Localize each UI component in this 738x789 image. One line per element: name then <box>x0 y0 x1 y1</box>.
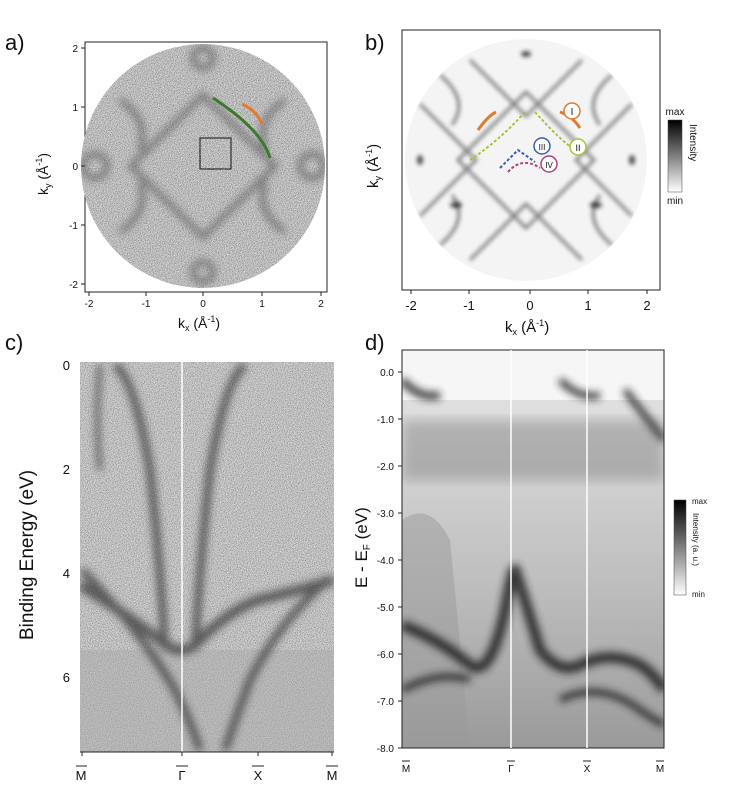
a-ytick-0: 2 <box>72 44 78 55</box>
panel-d-plot: 0.0 -1.0 -2.0 -3.0 -4.0 -5.0 -6.0 -7.0 -… <box>352 349 707 775</box>
marker-III: III <box>533 137 551 155</box>
c-ytick-3: 6 <box>63 670 70 685</box>
b-xtick-0: -2 <box>405 298 417 313</box>
d-ylabel: E - EF (eV) <box>352 507 373 588</box>
b-xtick-1: -1 <box>463 298 475 313</box>
svg-text:II: II <box>575 143 580 153</box>
b-xtick-3: 1 <box>584 298 591 313</box>
d-ytick-5: -5.0 <box>377 603 395 614</box>
c-ylabel: Binding Energy (eV) <box>17 470 38 640</box>
a-ytick-4: -2 <box>69 280 78 291</box>
d-xtick-2: X <box>584 764 591 775</box>
d-ytick-2: -2.0 <box>377 462 395 473</box>
d-colorbar-max: max <box>692 497 707 506</box>
svg-text:I: I <box>571 107 574 118</box>
b-colorbar-label: Intensity <box>687 124 698 161</box>
svg-text:IV: IV <box>545 161 553 170</box>
marker-I: I <box>563 102 581 120</box>
b-orange-contour <box>476 110 497 131</box>
svg-text:III: III <box>539 143 546 152</box>
c-ytick-0: 0 <box>63 358 70 373</box>
panel-c-band-map <box>80 362 334 752</box>
orange-contour-curve <box>241 102 264 125</box>
d-colorbar-label: Intensity (a. u.) <box>691 513 700 566</box>
c-ytick-2: 4 <box>63 566 70 581</box>
b-lime-dashed-left <box>469 111 526 161</box>
b-xtick-2: 0 <box>526 298 533 313</box>
a-xtick-1: -1 <box>142 299 151 310</box>
a-ytick-3: -1 <box>69 221 78 232</box>
b-xtick-4: 2 <box>643 298 650 313</box>
a-xtick-2: 0 <box>200 299 206 310</box>
a-xtick-0: -2 <box>85 299 94 310</box>
b-colorbar-min: min <box>667 196 683 207</box>
d-ytick-8: -8.0 <box>377 744 395 755</box>
d-colorbar-min: min <box>692 590 705 599</box>
panel-a-fermi-map <box>81 44 325 288</box>
c-xtick-1: Γ <box>178 768 185 783</box>
c-xtick-0: M <box>76 768 87 783</box>
b-blue-dashed <box>499 148 536 169</box>
d-ytick-6: -6.0 <box>377 650 395 661</box>
d-ytick-7: -7.0 <box>377 697 395 708</box>
c-xtick-3: M <box>327 768 338 783</box>
b-colorbar-max: max <box>666 107 685 118</box>
panel-b-fermi-map <box>405 39 647 281</box>
marker-II: II <box>569 138 587 156</box>
b-xlabel: kx (Å-1) <box>505 318 549 337</box>
a-ytick-1: 1 <box>72 103 78 114</box>
d-xtick-0: M <box>402 764 410 775</box>
a-xlabel: kx (Å-1) <box>178 314 220 333</box>
a-xtick-4: 2 <box>318 299 324 310</box>
panel-d-band-map <box>402 350 664 748</box>
d-ytick-0: 0.0 <box>380 368 394 379</box>
marker-IV: IV <box>540 155 558 173</box>
d-ytick-1: -1.0 <box>377 415 395 426</box>
b-magenta-dashed <box>507 161 541 173</box>
panel-b-frame <box>401 29 661 291</box>
d-colorbar: max min Intensity (a. u.) <box>673 497 707 599</box>
panel-d-frame <box>401 349 665 749</box>
a-ylabel: ky (Å-1) <box>34 153 53 195</box>
d-ytick-4: -4.0 <box>377 556 395 567</box>
panel-b-plot: I II III IV -2 -1 0 1 2 kx (Å-1) ky (Å-1… <box>364 29 698 337</box>
panel-d-label: d) <box>365 330 385 355</box>
a-xtick-3: 1 <box>259 299 265 310</box>
b-colorbar: max min Intensity <box>666 107 698 207</box>
panel-c-label: c) <box>5 330 24 355</box>
d-xtick-3: M <box>656 764 664 775</box>
a-ytick-2: 0 <box>72 162 78 173</box>
panel-a-label: a) <box>5 30 25 55</box>
green-contour-curve <box>212 96 272 159</box>
d-xtick-1: Γ <box>508 764 514 775</box>
panel-b-label: b) <box>365 30 385 55</box>
d-ytick-3: -3.0 <box>377 509 395 520</box>
panel-a-plot: -2 -1 0 1 2 2 1 0 -1 -2 kx (Å-1) ky (Å-1… <box>34 41 328 333</box>
c-xtick-2: X <box>254 768 263 783</box>
c-ytick-1: 2 <box>63 462 70 477</box>
b-ylabel: ky (Å-1) <box>364 144 383 188</box>
brillouin-zone-box <box>199 137 232 170</box>
panel-c-plot: M Γ X M 0 2 4 6 Binding Energy (eV) <box>17 358 338 783</box>
